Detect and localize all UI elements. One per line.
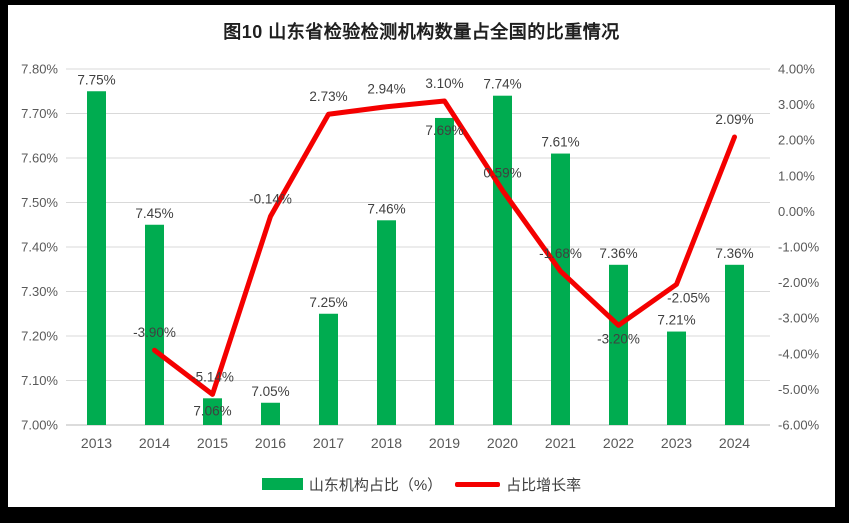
chart-title: 图10 山东省检验检测机构数量占全国的比重情况 [223,22,620,42]
growth-rate-line [152,98,737,397]
bar-2021 [551,153,570,426]
right-axis-tick: -2.00% [778,275,820,290]
bar-2020 [493,95,512,425]
left-axis-tick: 7.10% [21,373,58,388]
legend-line-label: 占比增长率 [506,476,582,494]
right-axis-tick: -1.00% [778,240,820,255]
x-axis-category: 2015 [197,435,228,451]
x-axis-category: 2014 [139,435,170,451]
line-label-2016: -0.14% [249,191,292,206]
x-axis-category: 2016 [255,435,286,451]
right-axis-tick: -6.00% [778,418,820,433]
x-axis-category: 2022 [603,435,634,451]
right-axis-tick: 0.00% [778,204,815,219]
bar-label-2014: 7.45% [135,206,173,221]
left-axis-tick: 7.30% [21,284,58,299]
right-axis-tick: 1.00% [778,168,815,183]
x-axis-category: 2017 [313,435,344,451]
left-axis-tick: 7.50% [21,195,58,210]
legend-item-bar: 山东机构占比（%） [261,474,443,495]
right-axis-tick: 4.00% [778,62,815,77]
bar-2017 [319,313,338,425]
bar-2024 [725,264,744,425]
left-axis-tick: 7.40% [21,240,58,255]
bar-2013 [87,91,106,425]
line-label-2021: -1.68% [539,246,582,261]
left-axis-tick: 7.60% [21,151,58,166]
bar-2023 [667,331,686,425]
x-axis-category: 2019 [429,435,460,451]
legend-bar-label: 山东机构占比（%） [308,476,443,494]
line-label-2015: -5.14% [191,369,234,384]
bar-label-2020: 7.74% [483,77,521,92]
bar-2018 [377,220,396,425]
bar-label-2021: 7.61% [541,135,579,150]
bar-2019 [435,117,454,425]
bar-label-2024: 7.36% [715,246,753,261]
line-label-2017: 2.73% [309,89,347,104]
bar-label-2022: 7.36% [599,246,637,261]
right-axis-tick: -3.00% [778,311,820,326]
line-label-2014: -3.90% [133,325,176,340]
left-axis-tick: 7.00% [21,418,58,433]
bar-2015 [203,398,222,425]
right-axis-tick: 2.00% [778,133,815,148]
right-axis-tick: -4.00% [778,346,820,361]
line-label-2019: 3.10% [425,76,463,91]
bar-series-swatch-icon [261,478,303,490]
bar-label-2015: 7.06% [193,403,231,418]
bar-label-2019: 7.69% [425,123,463,138]
x-axis-category: 2020 [487,435,518,451]
legend-item-line: 占比增长率 [455,474,581,495]
bar-label-2017: 7.25% [309,295,347,310]
combo-chart-plot: 7.80% 7.70% 7.60% 7.50% 7.40% 7.30% 7.20% 7.10%… [21,62,820,452]
line-label-2020: 0.59% [483,165,521,180]
bar-2016 [261,402,280,425]
right-axis-tick: -5.00% [778,382,820,397]
x-axis-category: 2013 [81,435,112,451]
left-axis-tick: 7.20% [21,329,58,344]
line-label-2022: -3.20% [597,331,640,346]
bar-label-2016: 7.05% [251,384,289,399]
x-axis-category: 2018 [371,435,402,451]
left-axis-tick: 7.70% [21,106,58,121]
line-label-2023: -2.05% [667,290,710,305]
x-axis-category: 2021 [545,435,576,451]
right-axis-tick: 3.00% [778,97,815,112]
bar-label-2023: 7.21% [657,313,695,328]
legend: 山东机构占比（%） 占比增长率 [8,474,835,495]
bar-label-2013: 7.75% [77,72,115,87]
x-axis-category: 2024 [719,435,750,451]
bar-label-2018: 7.46% [367,201,405,216]
x-axis-category: 2023 [661,435,692,451]
line-label-2024: 2.09% [715,112,753,127]
line-label-2018: 2.94% [367,82,405,97]
line-series-swatch-icon [455,481,501,487]
bar-2022 [609,264,628,425]
chart-canvas: 图10 山东省检验检测机构数量占全国的比重情况 7.80% 7.70% 7.60% 7… [8,5,835,507]
left-axis-tick: 7.80% [21,62,58,77]
bar-2014 [145,224,164,425]
